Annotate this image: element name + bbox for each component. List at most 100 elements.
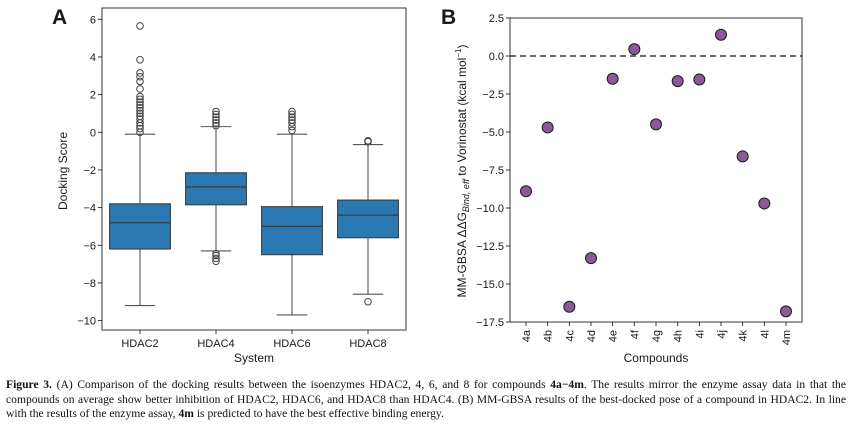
point-4m xyxy=(780,305,792,318)
point-4e xyxy=(606,72,619,85)
box-outlier xyxy=(364,136,372,145)
chart-b-xtick-label: 4m xyxy=(781,330,793,345)
chart-a-ytick-label: −6 xyxy=(83,240,96,252)
box-outlier xyxy=(212,119,220,127)
ylabel-units: to Vorinostat (kcal mol xyxy=(455,58,469,179)
point-4h xyxy=(671,75,684,88)
box-outlier xyxy=(136,72,144,81)
chart-a-ytick-label: 4 xyxy=(90,52,96,64)
chart-a-frame xyxy=(101,7,407,331)
box-outlier xyxy=(136,98,144,106)
chart-a-ytick-label: 6 xyxy=(90,14,96,26)
chart-a-ytick-label: −4 xyxy=(83,203,96,215)
chart-a-xtick-label: HDAC4 xyxy=(197,338,234,350)
chart-b-ytick-label: −5.0 xyxy=(482,127,504,139)
chart-a-xtick-label: HDAC2 xyxy=(121,338,158,350)
chart-b-ytick-label: −7.5 xyxy=(482,165,504,177)
point-4f xyxy=(628,43,641,56)
mmgbsa-scatter-plot: Compounds MM-GBSA ΔΔGBind, eff to Vorino… xyxy=(454,13,803,365)
box-outlier xyxy=(212,121,220,130)
chart-b-ylabel: MM-GBSA ΔΔGBind, eff to Vorinostat (kcal… xyxy=(454,45,471,298)
box-outlier xyxy=(212,257,220,266)
box-outlier xyxy=(212,249,220,258)
chart-b-ytick-label: −2.5 xyxy=(482,89,504,101)
panel-a-letter: A xyxy=(52,6,67,29)
box-outlier xyxy=(136,115,144,123)
chart-b-xtick-label: 4l xyxy=(759,330,771,339)
ylabel-subscript: Bind, eff xyxy=(461,178,471,213)
point-4i xyxy=(693,73,706,86)
chart-b-xlabel: Compounds xyxy=(624,351,689,365)
box-hdac6 xyxy=(261,206,323,256)
point-4k xyxy=(736,150,749,163)
chart-b-xtick-label: 4f xyxy=(629,329,641,339)
chart-b-xtick-label: 4b xyxy=(543,330,555,342)
caption-part: 4m xyxy=(178,407,194,420)
box-outlier xyxy=(212,110,220,119)
box-outlier xyxy=(136,22,144,30)
chart-b-xtick-label: 4j xyxy=(716,330,728,339)
box-outlier xyxy=(288,116,296,124)
box-outlier xyxy=(136,55,144,64)
caption-part: Figure 3. xyxy=(6,378,52,391)
chart-a-ytick-label: 0 xyxy=(90,127,96,139)
docking-score-boxplot: System Docking Score −10 −8 −6 −4 −2 0 2 4 6 HDAC… xyxy=(56,7,407,365)
chart-b-frame xyxy=(509,17,803,323)
box-outlier xyxy=(212,113,220,122)
chart-a-ytick-label: 2 xyxy=(90,90,96,102)
chart-b-xtick-label: 4g xyxy=(651,330,663,342)
point-4g xyxy=(650,118,662,131)
caption-part: . The results mirror the enzyme assay da… xyxy=(6,378,846,420)
box-hdac2 xyxy=(109,203,171,250)
box-outlier xyxy=(212,254,220,263)
point-4j xyxy=(715,28,727,41)
chart-a-xtick-label: HDAC6 xyxy=(273,338,310,350)
chart-b-ytick-label: 2.5 xyxy=(489,13,504,25)
chart-b-xtick-label: 4i xyxy=(694,330,706,339)
chart-b-xtick-label: 4e xyxy=(608,330,620,342)
figure-panels: A B System Docking Score −10 −8 −6 −4 −2 0 2 4 6… xyxy=(52,6,803,365)
box-outlier xyxy=(288,107,296,116)
chart-b-ytick-label: 0.0 xyxy=(489,51,504,63)
chart-a-ylabel: Docking Score xyxy=(56,132,70,210)
box-outlier xyxy=(136,95,144,104)
chart-a-ytick-label: −10 xyxy=(77,316,96,328)
box-outlier xyxy=(136,101,144,109)
box-outlier xyxy=(136,106,144,115)
point-4b xyxy=(541,121,554,134)
chart-b-ytick-label: −17.5 xyxy=(476,317,504,329)
chart-a-ytick-label: −2 xyxy=(83,165,96,177)
box-outlier xyxy=(136,112,144,121)
caption-part: (A) Comparison of the docking results be… xyxy=(51,378,551,391)
box-outlier xyxy=(212,107,220,116)
chart-a-ytick-label: −8 xyxy=(83,278,96,290)
ylabel-superscript: −1 xyxy=(454,48,463,58)
point-4d xyxy=(585,252,597,265)
chart-a-xlabel: System xyxy=(234,351,274,365)
chart-b-ytick-label: −10.0 xyxy=(476,203,504,215)
ylabel-close: ) xyxy=(455,45,469,49)
box-outlier xyxy=(136,104,144,112)
point-4c xyxy=(563,300,576,313)
chart-b-xtick-label: 4h xyxy=(673,330,685,342)
caption-part: is predicted to have the best effective … xyxy=(193,407,444,420)
panel-b-letter: B xyxy=(441,6,456,29)
box-outlier xyxy=(136,69,144,77)
figure-caption: Figure 3. (A) Comparison of the docking … xyxy=(6,378,846,422)
box-outlier xyxy=(136,109,144,118)
chart-b-xtick-label: 4c xyxy=(564,330,576,342)
box-outlier xyxy=(136,85,144,93)
chart-b-ytick-label: −15.0 xyxy=(476,279,504,291)
chart-a-xtick-label: HDAC8 xyxy=(349,338,386,350)
box-outlier xyxy=(288,113,296,122)
box-outlier xyxy=(136,77,144,86)
box-outlier xyxy=(136,92,144,101)
box-outlier xyxy=(212,116,220,124)
box-outlier xyxy=(288,126,296,135)
box-hdac4 xyxy=(185,172,247,206)
point-4a xyxy=(520,185,532,198)
ylabel-main: MM-GBSA ΔΔG xyxy=(455,212,469,297)
box-outlier xyxy=(288,119,296,127)
caption-part: 4a−4m xyxy=(550,378,584,391)
point-4l xyxy=(758,197,771,210)
